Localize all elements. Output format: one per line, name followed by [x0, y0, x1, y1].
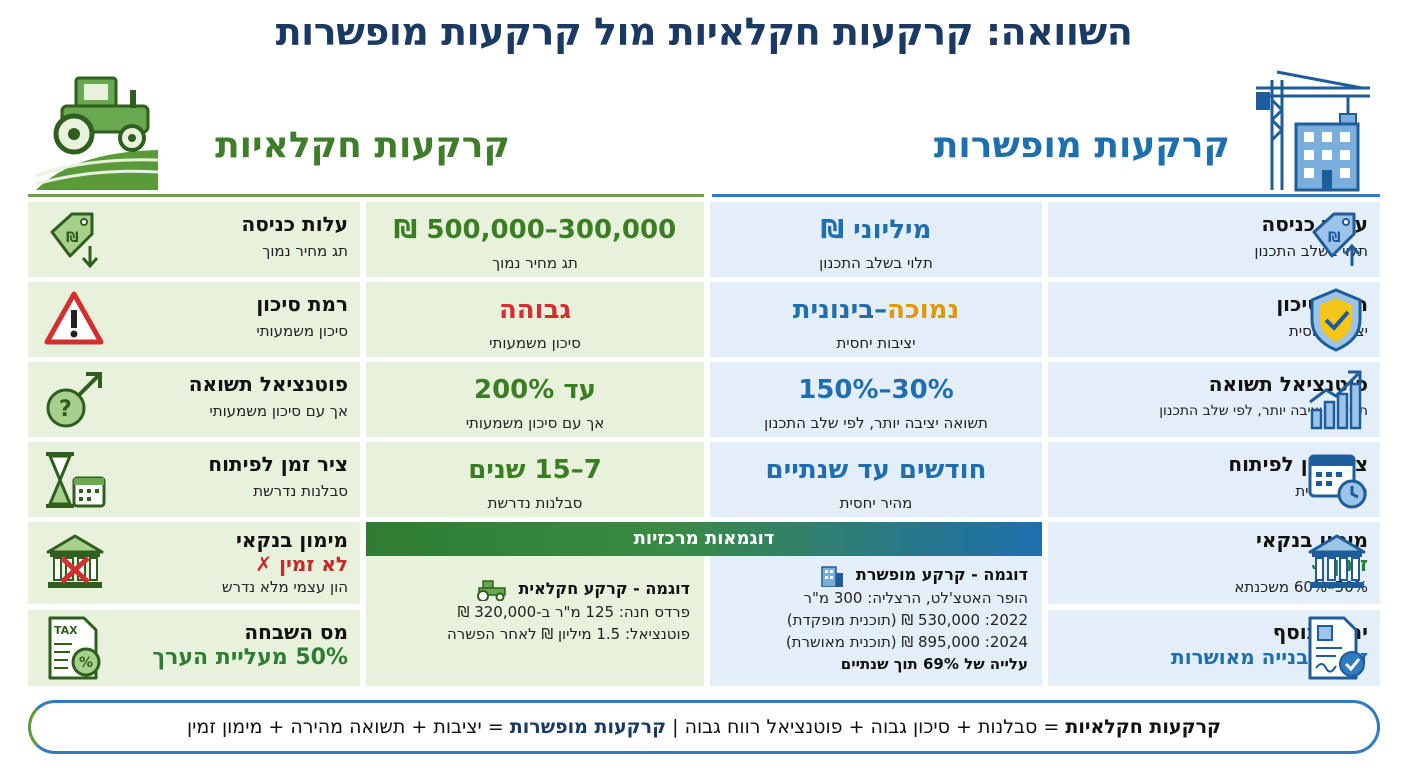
agri-tax-label: מס השבחה [244, 620, 348, 644]
dev-entry-cost-value-cell: מיליוני ₪ תלוי בשלב התכנון [710, 202, 1042, 277]
agri-timeline-value: 7–15 שנים [468, 455, 602, 485]
dev-return-value-cell: 30%–150% תשואה יציבה יותר, לפי שלב התכנו… [710, 362, 1042, 437]
agri-tax-highlight: 50% מעליית הערך [152, 645, 348, 670]
agri-return-value-cell: עד 200% אך עם סיכון משמעותי [366, 362, 704, 437]
agri-entry-cost-value-cell: 300,000–500,000 ₪ תג מחיר נמוך [366, 202, 704, 277]
tax-document-icon: TAX % [44, 616, 104, 680]
dev-example-line-1: הופר האטצ'לט, הרצליה: 300 מ"ר [803, 588, 1029, 607]
dev-entry-cost-value-sub: תלוי בשלב התכנון [819, 254, 933, 272]
dev-row-bank: מימון בנקאי זמין ✓ 50%–60% משכנתא [1048, 522, 1380, 604]
dev-example-line-3: 2024: 895,000 ₪ (תוכנית מאושרת) [785, 632, 1028, 651]
tractor-icon [476, 579, 506, 602]
agri-entry-cost-sub: תג מחיר נמוך [262, 242, 348, 260]
agri-timeline-value-cell: 7–15 שנים סבלנות נדרשת [366, 442, 704, 517]
svg-text:?: ? [59, 397, 72, 422]
footer-agri-label: קרקעות חקלאיות [1065, 716, 1221, 738]
agri-return-sub: אך עם סיכון משמעותי [209, 402, 348, 420]
footer-separator: | [666, 716, 685, 738]
dev-timeline-value-sub: מהיר יחסית [839, 494, 913, 512]
agri-risk-value-cell: גבוהה סיכון משמעותי [366, 282, 704, 357]
dev-example-highlight: עלייה של 69% תוך שנתיים [840, 654, 1028, 673]
agri-example-line-2: פוטנציאל: 1.5 מיליון ₪ לאחר הפשרה [447, 624, 690, 643]
agri-timeline-label: ציר זמן לפיתוח [208, 452, 348, 476]
dev-example: דוגמה - קרקע מופשרת הופר האטצ'לט, הרצליה… [710, 556, 1042, 686]
page-title: השוואה: קרקעות חקלאיות מול קרקעות מופשרו… [275, 10, 1133, 54]
summary-footer: קרקעות חקלאיות = סבלנות + סיכון גבוה + פ… [28, 700, 1380, 754]
footer-dev-label: קרקעות מופשרות [509, 716, 667, 738]
tractor-field-icon [34, 72, 159, 190]
bar-chart-up-icon [1306, 368, 1366, 430]
dev-return-value: 30%–150% [798, 375, 954, 405]
bank-crossed-icon [44, 532, 106, 594]
dev-risk-value-cell: נמוכה–בינונית יציבות יחסית [710, 282, 1042, 357]
dev-risk-value-sub: יציבות יחסית [836, 334, 916, 352]
agri-return-value-sub: אך עם סיכון משמעותי [465, 414, 605, 432]
svg-text:TAX: TAX [54, 624, 78, 637]
agri-example: דוגמה - קרקע חקלאית פרדס חנה: 125 מ"ר ב-… [366, 556, 704, 686]
agri-entry-cost-label: עלות כניסה [241, 212, 348, 236]
dev-header: קרקעות מופשרות [933, 125, 1230, 166]
svg-text:₪: ₪ [66, 230, 79, 246]
agri-risk-sub: סיכון משמעותי [256, 322, 348, 340]
svg-text:%: % [79, 655, 93, 671]
document-approved-icon [1306, 616, 1368, 680]
price-tag-down-icon: ₪ [44, 210, 104, 270]
examples-bar: דוגמאות מרכזיות [366, 522, 1042, 556]
bank-icon [1306, 532, 1368, 594]
agri-return-value: עד 200% [474, 375, 596, 405]
crane-building-icon [1252, 70, 1380, 192]
dev-risk-value-low: נמוכה [887, 295, 960, 325]
agri-example-heading: דוגמה - קרקע חקלאית [518, 579, 690, 598]
dev-risk-value-mid: –בינונית [792, 295, 888, 325]
calendar-clock-icon [1306, 448, 1368, 510]
agri-entry-cost-value: 300,000–500,000 ₪ [393, 215, 677, 245]
dev-divider [712, 194, 1380, 197]
agri-entry-cost-value-sub: תג מחיר נמוך [492, 254, 578, 272]
building-icon [821, 565, 844, 588]
price-tag-up-icon: ₪ [1306, 210, 1366, 270]
agri-risk-value-sub: סיכון משמעותי [489, 334, 581, 352]
question-growth-icon: ? [44, 370, 104, 430]
footer-agri-text: = סבלנות + סיכון גבוה + פוטנציאל רווח גב… [684, 716, 1066, 738]
agri-risk-label: רמת סיכון [256, 292, 348, 316]
agri-risk-value: גבוהה [498, 295, 572, 325]
hourglass-calendar-icon [44, 450, 106, 510]
dev-example-line-2: 2022: 530,000 ₪ (תוכנית מופקדת) [786, 610, 1028, 629]
agri-timeline-sub: סבלנות נדרשת [253, 482, 348, 500]
dev-return-value-sub: תשואה יציבה יותר, לפי שלב התכנון [764, 414, 988, 432]
agri-example-line-1: פרדס חנה: 125 מ"ר ב-320,000 ₪ [457, 602, 690, 621]
dev-timeline-value: חודשים עד שנתיים [765, 455, 987, 485]
footer-dev-text: = יציבות + תשואה מהירה + מימון זמין [187, 716, 510, 738]
agri-return-label: פוטנציאל תשואה [188, 372, 348, 396]
dev-example-heading: דוגמה - קרקע מופשרת [855, 565, 1028, 584]
agri-timeline-value-sub: סבלנות נדרשת [487, 494, 583, 512]
dev-timeline-value-cell: חודשים עד שנתיים מהיר יחסית [710, 442, 1042, 517]
dev-entry-cost-value: מיליוני ₪ [820, 215, 932, 245]
agri-divider [28, 194, 704, 197]
shield-check-icon [1306, 288, 1366, 352]
svg-text:₪: ₪ [1328, 230, 1341, 246]
agri-bank-status: לא זמין ✗ [255, 552, 348, 576]
warning-icon [44, 290, 104, 350]
agri-bank-sub: הון עצמי מלא נדרש [221, 578, 348, 596]
agri-header: קרקעות חקלאיות [215, 125, 510, 166]
agri-bank-label: מימון בנקאי [236, 528, 348, 552]
